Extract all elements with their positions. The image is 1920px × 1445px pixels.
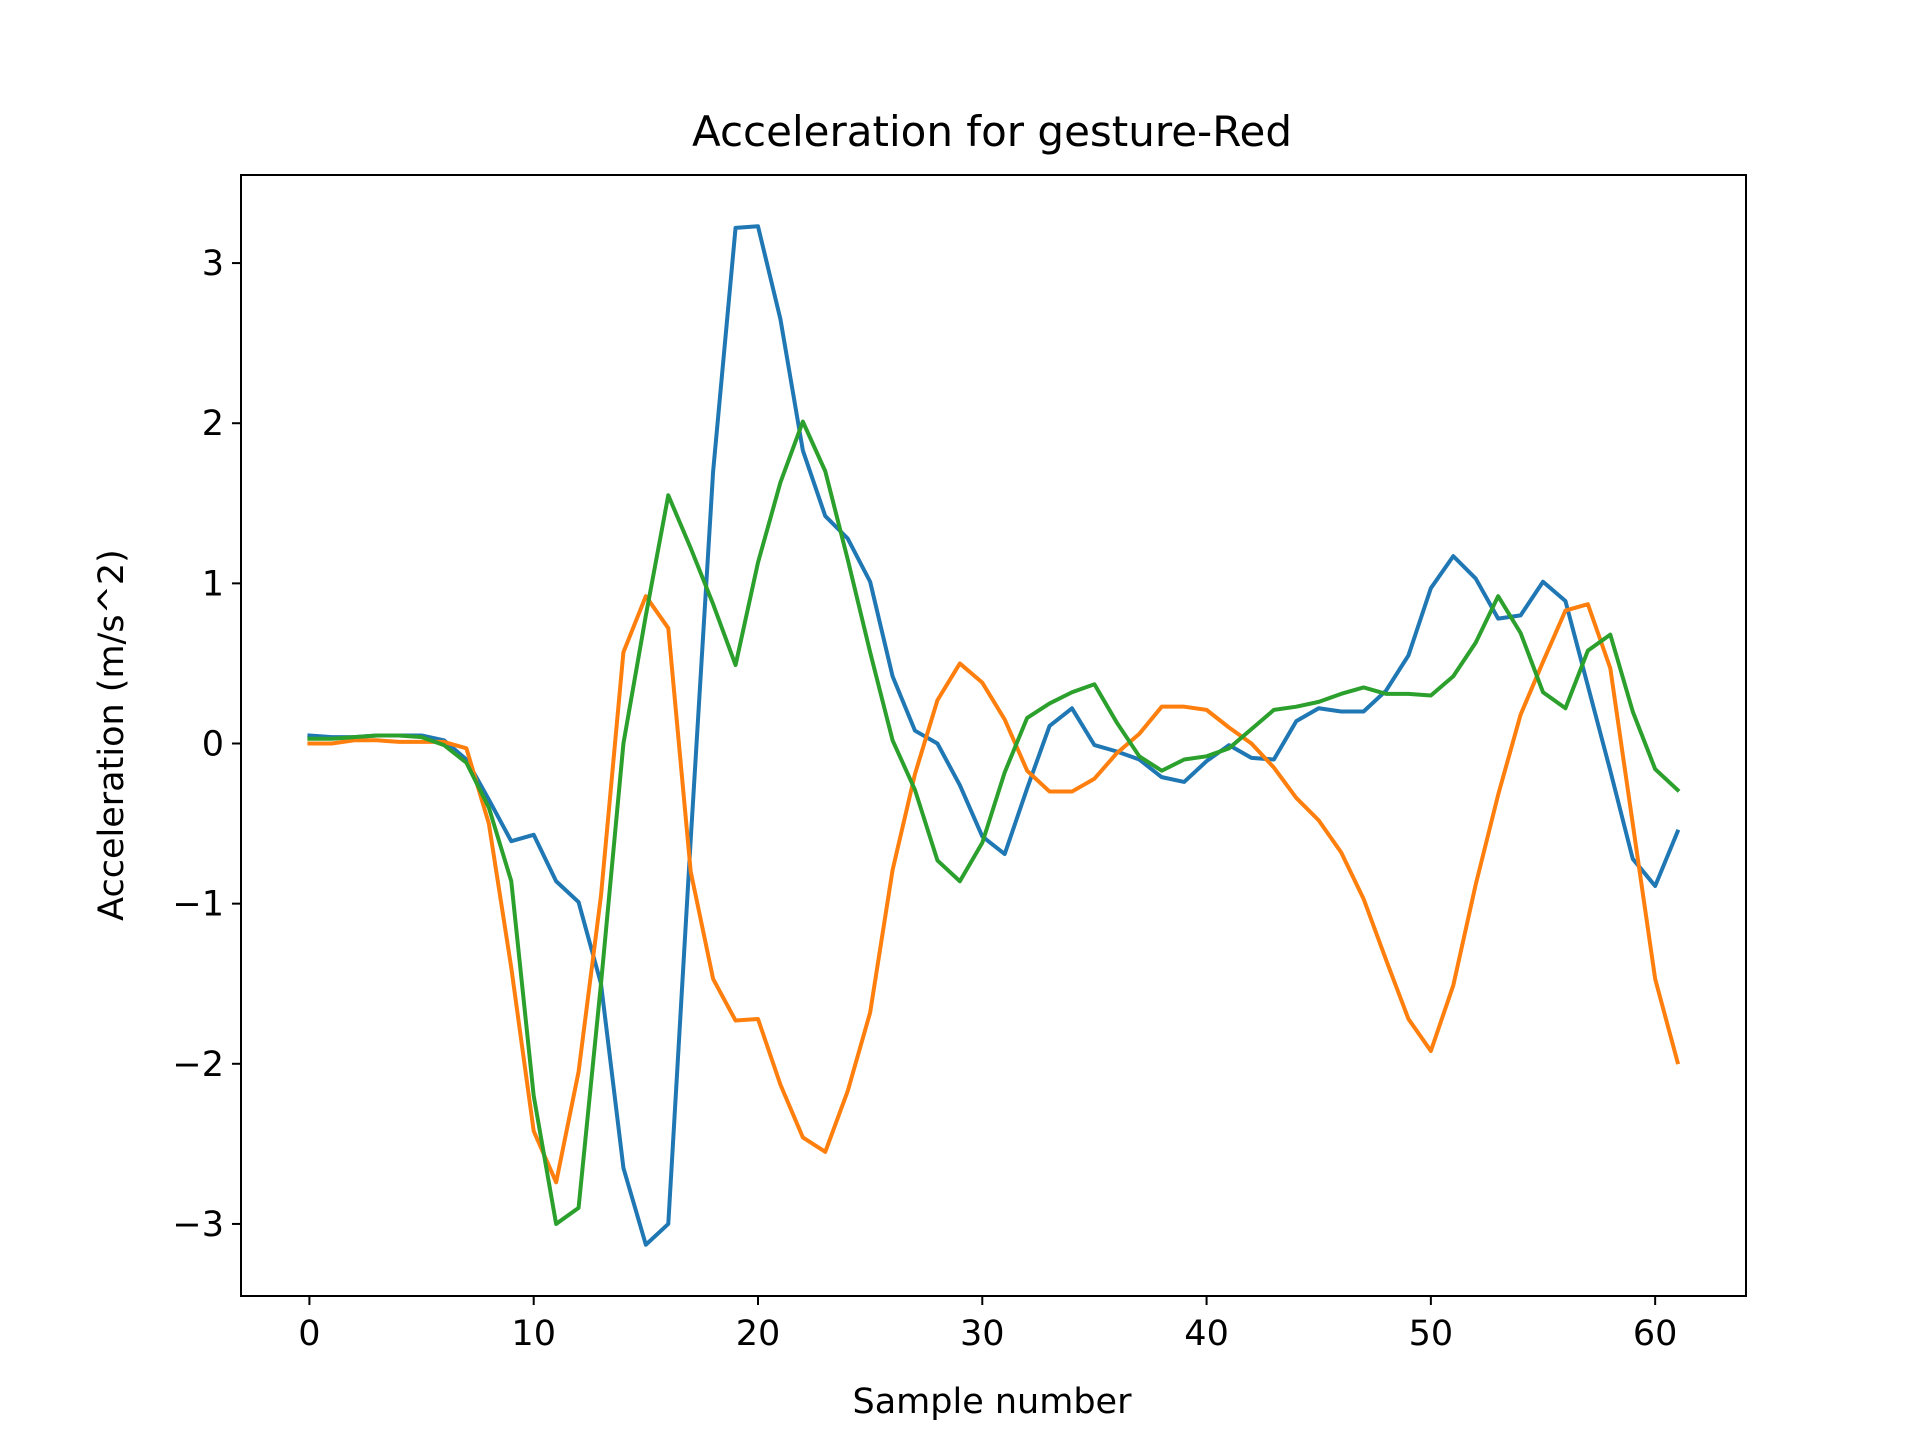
series-line-3 xyxy=(307,419,1681,1226)
y-tick-label: 2 xyxy=(202,404,224,444)
x-tick-label: 50 xyxy=(1409,1314,1454,1354)
x-axis-label: Sample number xyxy=(853,1382,1133,1422)
x-tick-label: 10 xyxy=(511,1314,556,1354)
chart-title: Acceleration for gesture-Red xyxy=(692,107,1292,156)
x-tick-label: 40 xyxy=(1184,1314,1229,1354)
x-tick-label: 60 xyxy=(1633,1314,1678,1354)
series-line-1 xyxy=(307,224,1681,1247)
series-line-2 xyxy=(307,594,1681,1185)
plot-lines xyxy=(307,224,1681,1247)
y-tick-label: −3 xyxy=(172,1205,224,1245)
y-tick-label: −2 xyxy=(172,1045,224,1085)
y-tick-label: 0 xyxy=(202,725,224,765)
x-tick-label: 30 xyxy=(960,1314,1005,1354)
y-tick-label: −1 xyxy=(172,885,224,925)
y-axis-label: Acceleration (m/s^2) xyxy=(92,549,132,921)
x-axis: 0 10 20 30 40 50 60 xyxy=(298,1296,1677,1354)
x-tick-label: 0 xyxy=(298,1314,320,1354)
x-tick-label: 20 xyxy=(736,1314,781,1354)
y-axis: −3 −2 −1 0 1 2 3 xyxy=(172,244,241,1245)
y-tick-label: 3 xyxy=(202,244,224,284)
y-tick-label: 1 xyxy=(202,564,224,604)
plot-frame xyxy=(240,174,1747,1297)
